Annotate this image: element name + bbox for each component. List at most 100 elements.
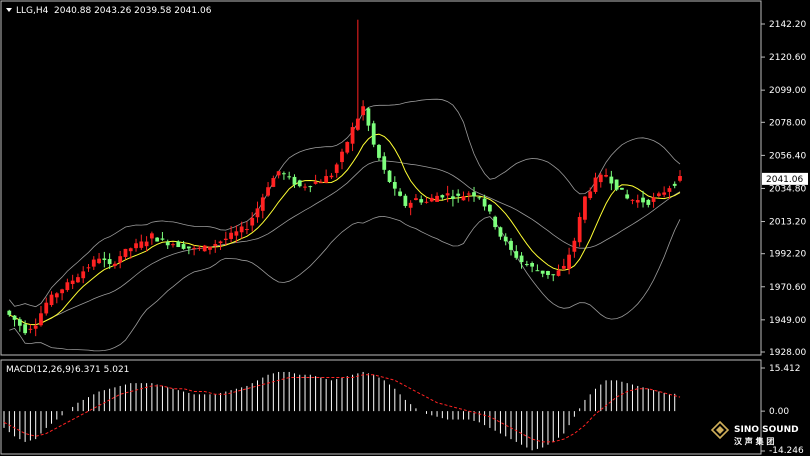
bollinger-middle (9, 160, 681, 326)
candle-body (519, 255, 524, 263)
candle-body (456, 193, 461, 196)
candle-body (139, 241, 144, 248)
candle-body (588, 191, 593, 199)
candle-body (192, 247, 197, 249)
candle-body (662, 192, 667, 195)
candle-body (340, 151, 344, 163)
candle-body (234, 231, 239, 236)
candle-body (451, 196, 455, 199)
candle-body (350, 127, 355, 144)
candle-body (250, 217, 255, 226)
macd-title: MACD(12,26,9) (6, 365, 74, 375)
candle-body (123, 248, 128, 257)
candle-body (403, 195, 408, 206)
macd-axis: 15.412 0.00 -14.246 (761, 364, 804, 456)
candle-body (487, 204, 492, 212)
candle-body (176, 241, 181, 248)
candle-body (530, 263, 535, 267)
candle-body (276, 171, 281, 176)
candle-body (672, 183, 677, 186)
candle-body (551, 274, 556, 276)
candle-body (229, 232, 233, 239)
candle-body (239, 226, 244, 233)
candle-body (255, 208, 260, 218)
candle-body (318, 182, 323, 184)
candle-body (646, 199, 651, 205)
logo-name: SINO SOUND (734, 425, 799, 435)
candle-body (583, 196, 587, 220)
candle-body (593, 177, 598, 192)
candle-body (292, 176, 297, 185)
candle-body (134, 243, 138, 249)
candle-body (197, 247, 202, 249)
symbol-label: LLG,H4 (16, 6, 49, 16)
candle-body (44, 302, 49, 314)
candle-body (345, 141, 350, 153)
candle-body (656, 193, 661, 197)
candle-body (387, 170, 392, 182)
candle-body (23, 324, 28, 334)
candle-body (113, 263, 117, 266)
candle-body (382, 156, 387, 170)
candle-body (424, 201, 429, 203)
candle-body (202, 245, 207, 252)
candle-body (160, 238, 165, 240)
candle-body (577, 216, 582, 243)
bollinger-lower (9, 216, 681, 352)
candle-body (54, 293, 59, 298)
diamond-logo-icon (710, 420, 730, 440)
candle-body (398, 191, 402, 196)
macd-signal-polyline (3, 374, 681, 443)
candle-body (408, 202, 413, 208)
candle-body (155, 237, 160, 242)
candle-body (598, 174, 603, 183)
candle-body (60, 289, 64, 294)
candle-body (477, 197, 482, 199)
candle-body (107, 259, 112, 265)
candle-body (641, 197, 645, 203)
candle-body (70, 280, 75, 284)
macd-tick-label: -14.246 (769, 446, 804, 456)
candle-body (97, 258, 101, 264)
candle-body (334, 164, 339, 173)
price-tick-label: 1970.60 (769, 283, 806, 293)
price-tick-label: 2120.60 (769, 53, 806, 63)
candle-body (260, 197, 265, 211)
candle-body (17, 319, 22, 326)
macd-tick-label: 0.00 (769, 407, 789, 417)
candle-body (149, 233, 154, 239)
candle-body (366, 108, 371, 126)
candle-body (208, 246, 212, 250)
candle-body (49, 294, 54, 306)
candle-body (524, 264, 529, 266)
candle-body (65, 282, 70, 291)
candle-body (7, 310, 12, 315)
chart-header: LLG,H4 2040.88 2043.26 2039.58 2041.06 (6, 6, 212, 16)
candle-body (540, 270, 545, 274)
macd-pane[interactable]: MACD(12,26,9) 6.371 5.021 (0, 359, 762, 455)
price-axis: 2142.20 2120.60 2099.00 2078.00 2056.40 2034.… (761, 20, 808, 358)
triangle-down-icon[interactable] (6, 8, 12, 12)
candle-body (297, 180, 302, 187)
candle-body (535, 270, 540, 272)
candle-body (76, 277, 80, 283)
price-pane[interactable] (0, 0, 762, 356)
macd-values: 6.371 5.021 (75, 365, 129, 375)
candle-body (282, 173, 286, 175)
candle-body (186, 246, 191, 249)
candle-body (445, 193, 450, 196)
price-tick-label: 2142.20 (769, 20, 806, 30)
candle-body (266, 187, 270, 196)
candle-body (171, 244, 175, 246)
ohlc-values: 2040.88 2043.26 2039.58 2041.06 (54, 6, 212, 16)
candle-body (604, 175, 608, 177)
candle-body (377, 144, 381, 158)
candle-body (355, 118, 360, 130)
price-tick-label: 2013.20 (769, 218, 806, 228)
candle-body (651, 197, 656, 202)
candle-body (118, 256, 123, 263)
candle-body (667, 188, 672, 192)
candle-body (466, 193, 471, 195)
candle-body (614, 179, 619, 190)
